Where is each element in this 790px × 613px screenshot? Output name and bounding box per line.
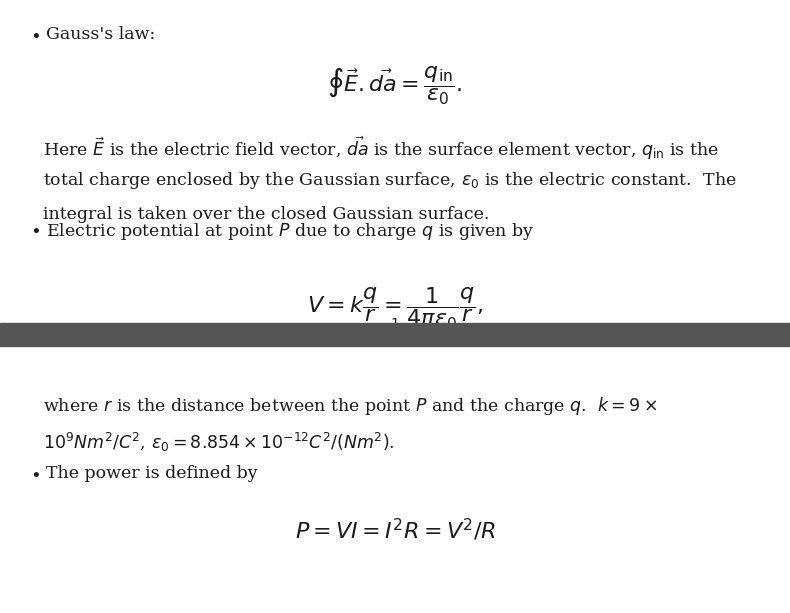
Text: The power is defined by: The power is defined by	[46, 465, 258, 482]
Text: $1$: $1$	[390, 317, 400, 331]
Text: $\bullet$: $\bullet$	[30, 26, 40, 43]
Text: Here $\vec{E}$ is the electric field vector, $\vec{da}$ is the surface element v: Here $\vec{E}$ is the electric field vec…	[43, 135, 720, 162]
Text: $\oint \vec{E}.\vec{da} = \dfrac{q_{\mathrm{in}}}{\epsilon_0}.$: $\oint \vec{E}.\vec{da} = \dfrac{q_{\mat…	[327, 64, 463, 107]
Text: Gauss's law:: Gauss's law:	[46, 26, 155, 43]
Bar	[0, 323, 790, 346]
Text: $10^9 Nm^2/C^2$, $\epsilon_0 = 8.854 \times 10^{-12} C^2/(Nm^2)$.: $10^9 Nm^2/C^2$, $\epsilon_0 = 8.854 \ti…	[43, 431, 395, 454]
Text: $\bullet$: $\bullet$	[30, 221, 40, 238]
Text: total charge enclosed by the Gaussian surface, $\epsilon_0$ is the electric cons: total charge enclosed by the Gaussian su…	[43, 170, 737, 191]
Text: $P = VI = I^2R = V^2/R$: $P = VI = I^2R = V^2/R$	[295, 518, 495, 544]
Text: where $r$ is the distance between the point $P$ and the charge $q$.  $k = 9 \tim: where $r$ is the distance between the po…	[43, 395, 658, 417]
Text: Electric potential at point $P$ due to charge $q$ is given by: Electric potential at point $P$ due to c…	[46, 221, 534, 242]
Text: $\bullet$: $\bullet$	[30, 465, 40, 482]
Text: $V = k\dfrac{q}{r} = \dfrac{1}{4\pi\epsilon_0}\dfrac{q}{r},$: $V = k\dfrac{q}{r} = \dfrac{1}{4\pi\epsi…	[307, 285, 483, 332]
Text: integral is taken over the closed Gaussian surface.: integral is taken over the closed Gaussi…	[43, 206, 490, 223]
